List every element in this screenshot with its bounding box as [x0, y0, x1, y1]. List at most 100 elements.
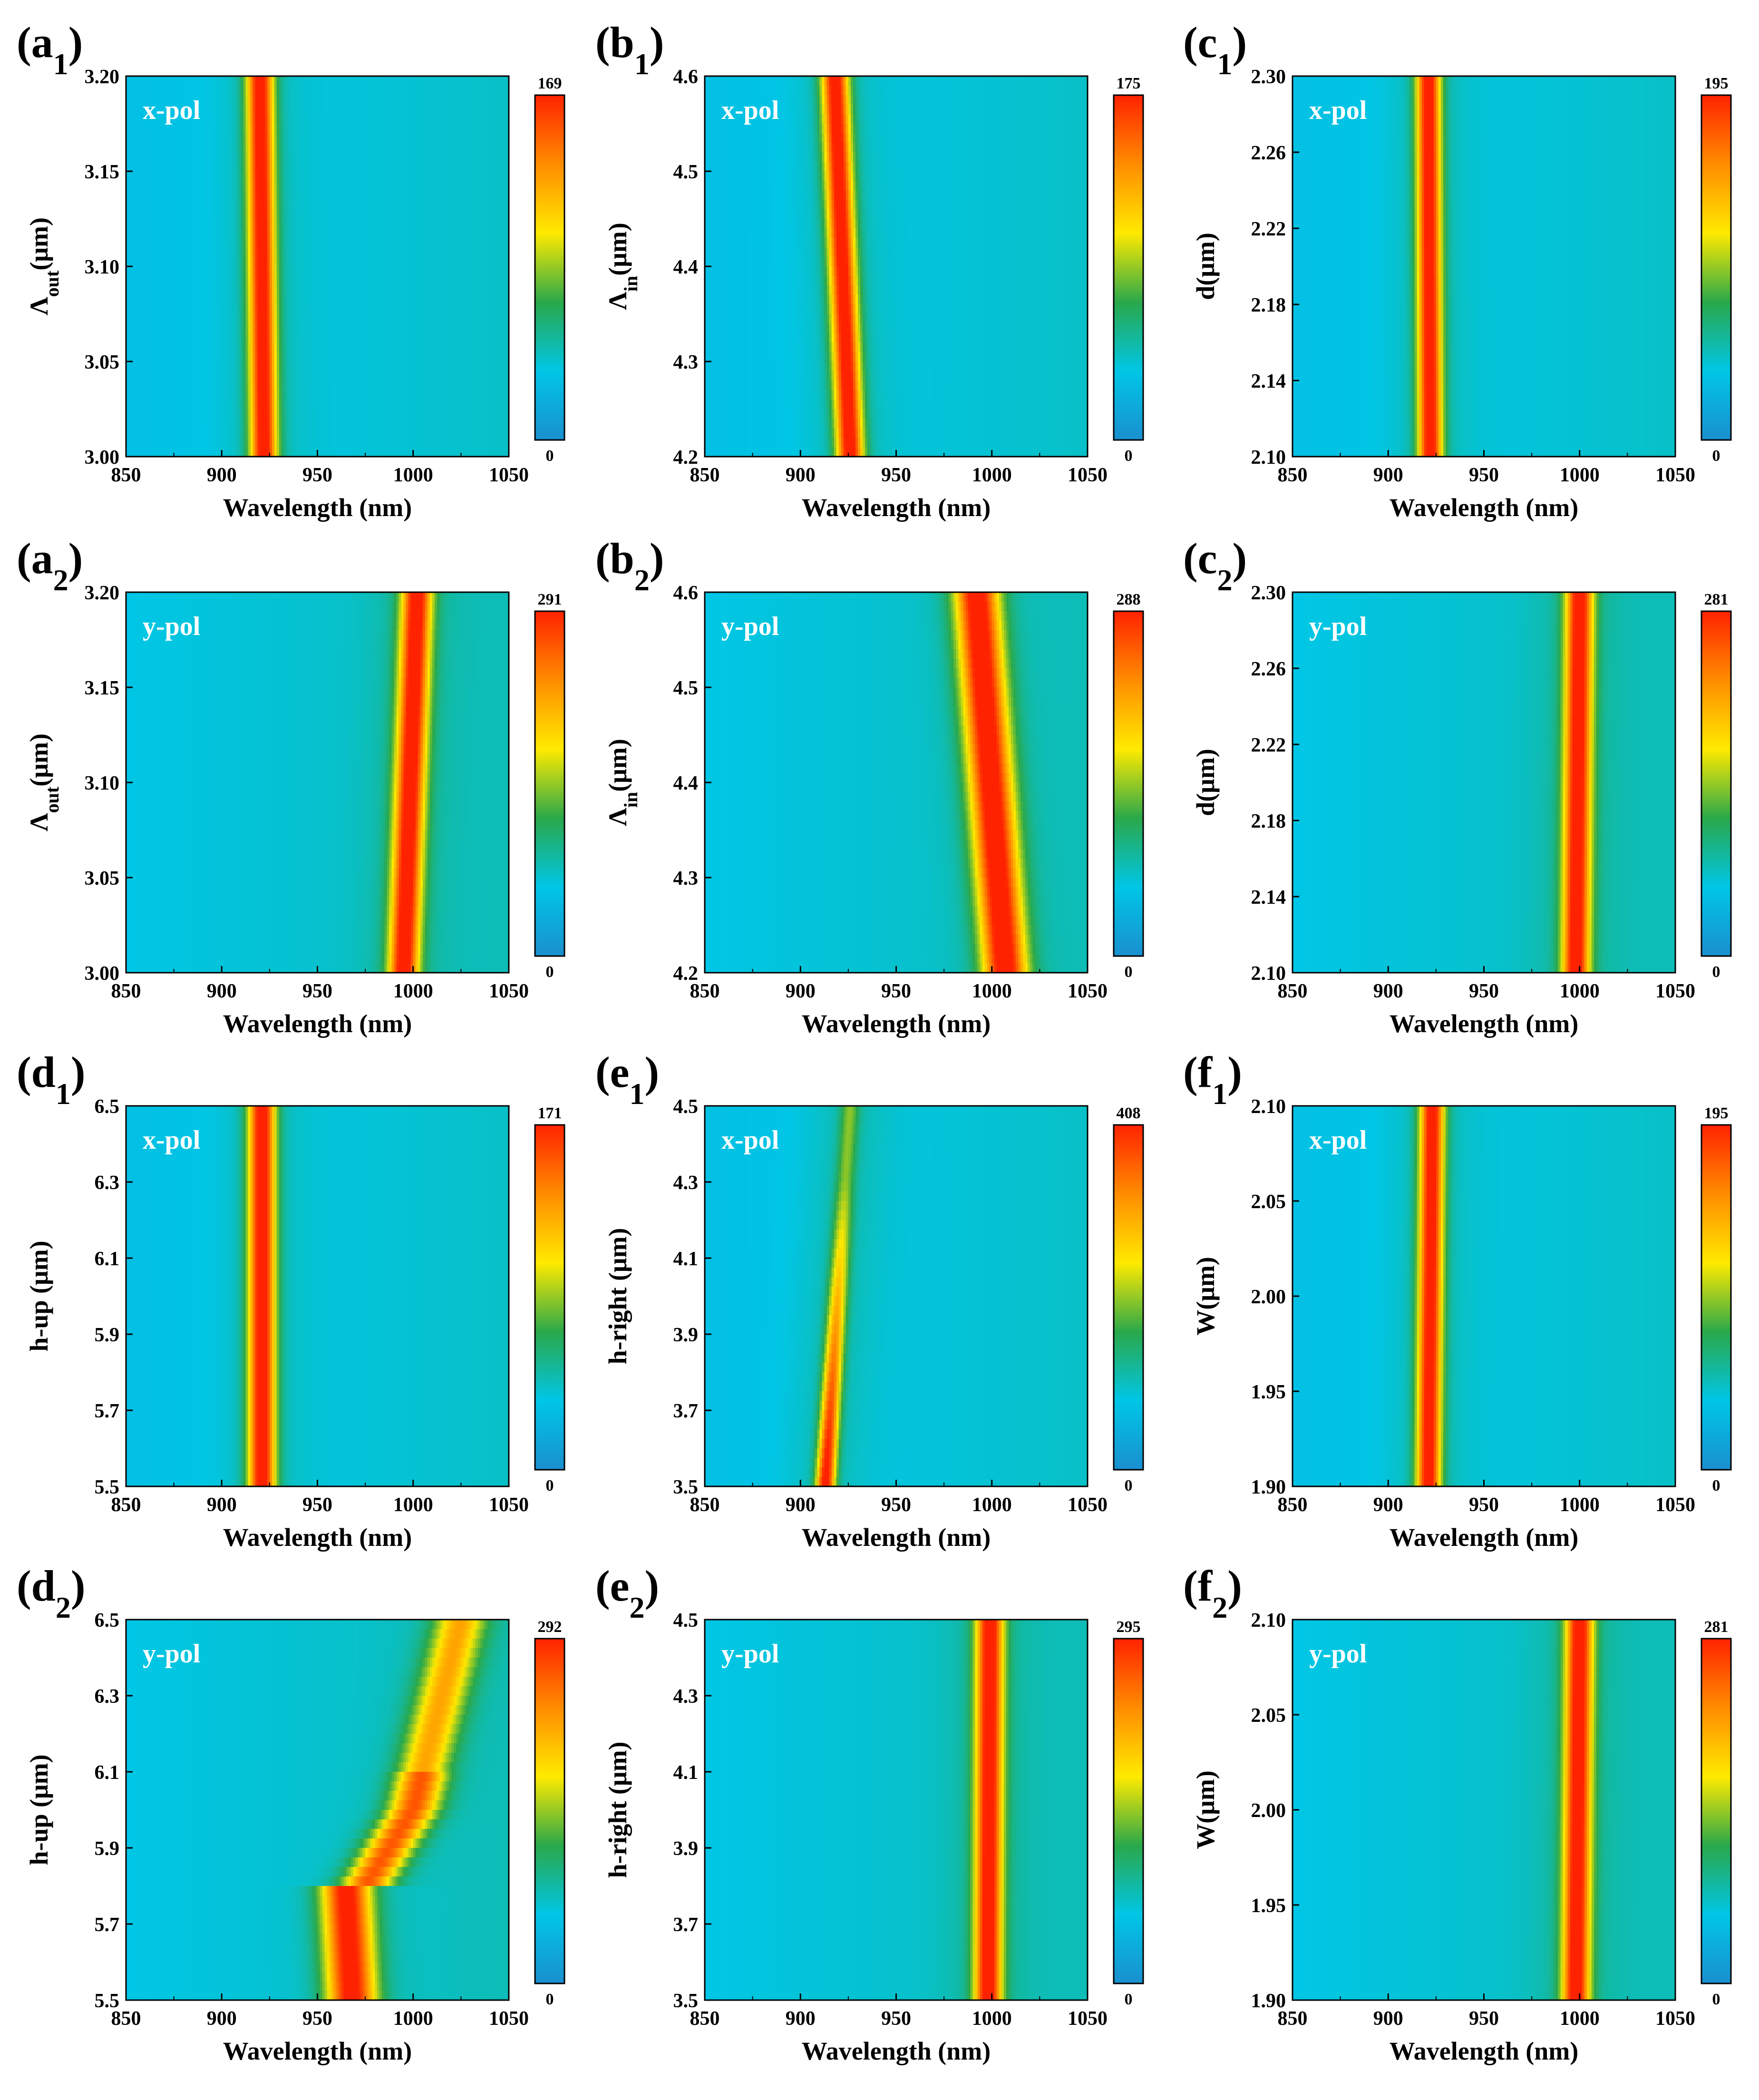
colorbar-min-label: 0	[546, 963, 554, 981]
y-tick-label: 3.05	[85, 868, 120, 889]
heatmap-f1	[1293, 1106, 1676, 1487]
x-axis-label: Wavelength (nm)	[223, 2037, 412, 2065]
heatmap-c1	[1293, 76, 1676, 457]
y-tick-label: 4.3	[673, 352, 699, 373]
x-axis-label: Wavelength (nm)	[802, 493, 991, 522]
colorbar-max-label: 175	[1117, 75, 1141, 92]
x-tick-label: 1000	[393, 980, 433, 1002]
y-tick-label: 6.3	[95, 1686, 120, 1708]
y-tick-label: 3.15	[85, 161, 120, 183]
y-axis-label: h-up (μm)	[25, 1754, 53, 1865]
y-tick-label: 1.90	[1251, 1990, 1286, 2012]
polarization-label: x-pol	[143, 96, 200, 125]
y-tick-label: 2.30	[1251, 66, 1286, 88]
colorbar-max-label: 292	[538, 1618, 562, 1636]
x-tick-label: 1050	[1655, 1494, 1695, 1516]
colorbar-min-label: 0	[546, 447, 554, 465]
y-tick-label: 4.2	[673, 447, 699, 469]
y-tick-label: 3.5	[673, 1476, 699, 1498]
heatmap-d1	[126, 1106, 509, 1487]
colorbar	[1701, 1125, 1731, 1470]
x-axis-label: Wavelength (nm)	[1390, 1523, 1579, 1552]
colorbar-max-label: 408	[1117, 1104, 1141, 1122]
colorbar-max-label: 281	[1704, 591, 1729, 608]
colorbar-max-label: 295	[1117, 1618, 1141, 1636]
colorbar-max-label: 171	[538, 1104, 562, 1122]
x-axis-label: Wavelength (nm)	[802, 2037, 991, 2065]
x-tick-label: 950	[302, 980, 332, 1002]
colorbar-max-label: 169	[538, 75, 562, 92]
x-tick-label: 950	[1469, 464, 1499, 486]
heatmap-c2	[1293, 592, 1676, 973]
x-tick-label: 1000	[1560, 1494, 1600, 1516]
colorbar	[535, 1639, 564, 1983]
colorbar-max-label: 288	[1117, 591, 1141, 608]
x-axis-label: Wavelength (nm)	[802, 1523, 991, 1552]
y-tick-label: 6.1	[95, 1248, 120, 1270]
colorbar-min-label: 0	[1712, 447, 1720, 465]
colorbar	[535, 95, 564, 440]
y-axis-label: W(μm)	[1191, 1257, 1220, 1336]
colorbar-min-label: 0	[1125, 1991, 1133, 2008]
x-tick-label: 1000	[972, 2008, 1012, 2030]
y-tick-label: 2.10	[1251, 963, 1286, 985]
y-tick-label: 3.00	[85, 963, 120, 985]
colorbar-max-label: 195	[1704, 1104, 1729, 1122]
x-axis-label: Wavelength (nm)	[1390, 1009, 1579, 1038]
y-tick-label: 4.1	[673, 1248, 699, 1270]
polarization-label: y-pol	[721, 612, 779, 641]
x-tick-label: 950	[881, 464, 911, 486]
x-axis-label: Wavelength (nm)	[223, 1523, 412, 1552]
heatmap-b1	[705, 76, 1088, 457]
x-tick-label: 900	[207, 464, 237, 486]
colorbar-min-label: 0	[1712, 1477, 1720, 1494]
y-tick-label: 2.22	[1251, 218, 1286, 240]
y-tick-label: 1.90	[1251, 1476, 1286, 1498]
y-axis-label: h-right (μm)	[603, 1228, 632, 1364]
colorbar-max-label: 195	[1704, 75, 1729, 92]
x-tick-label: 900	[1373, 464, 1403, 486]
y-tick-label: 3.00	[85, 447, 120, 469]
x-tick-label: 900	[207, 2008, 237, 2030]
y-tick-label: 2.14	[1251, 371, 1286, 392]
y-tick-label: 4.1	[673, 1762, 699, 1784]
x-tick-label: 950	[302, 1494, 332, 1516]
polarization-label: x-pol	[721, 1125, 779, 1155]
y-tick-label: 4.6	[673, 582, 699, 604]
y-tick-label: 4.5	[673, 1610, 699, 1631]
x-tick-label: 900	[1373, 2008, 1403, 2030]
colorbar	[1114, 611, 1143, 956]
y-tick-label: 2.26	[1251, 658, 1286, 680]
x-tick-label: 1000	[393, 1494, 433, 1516]
y-axis-label: h-up (μm)	[25, 1240, 53, 1351]
colorbar	[1701, 95, 1731, 440]
x-tick-label: 900	[1373, 1494, 1403, 1516]
x-tick-label: 950	[1469, 1494, 1499, 1516]
x-tick-label: 950	[881, 2008, 911, 2030]
x-tick-label: 950	[881, 1494, 911, 1516]
y-tick-label: 4.3	[673, 1686, 699, 1708]
heatmap-e1	[705, 1106, 1088, 1487]
x-tick-label: 1050	[1068, 980, 1108, 1002]
y-axis-label: h-right (μm)	[603, 1741, 632, 1878]
polarization-label: y-pol	[143, 1639, 200, 1669]
x-tick-label: 1050	[1655, 2008, 1695, 2030]
y-tick-label: 1.95	[1251, 1381, 1286, 1403]
x-tick-label: 1050	[1655, 980, 1695, 1002]
y-tick-label: 3.20	[85, 582, 120, 604]
x-tick-label: 1000	[1560, 464, 1600, 486]
y-tick-label: 5.9	[95, 1838, 120, 1860]
polarization-label: x-pol	[1309, 96, 1367, 125]
y-tick-label: 4.4	[673, 256, 699, 278]
colorbar	[1701, 1639, 1731, 1983]
y-tick-label: 2.30	[1251, 582, 1286, 604]
colorbar-min-label: 0	[1712, 963, 1720, 981]
colorbar	[1114, 95, 1143, 440]
y-tick-label: 5.7	[95, 1400, 120, 1422]
y-tick-label: 2.10	[1251, 1610, 1286, 1631]
y-tick-label: 2.05	[1251, 1191, 1286, 1213]
polarization-label: y-pol	[1309, 1639, 1367, 1669]
x-axis-label: Wavelength (nm)	[223, 1009, 412, 1038]
y-tick-label: 2.26	[1251, 142, 1286, 164]
y-tick-label: 4.3	[673, 1172, 699, 1194]
